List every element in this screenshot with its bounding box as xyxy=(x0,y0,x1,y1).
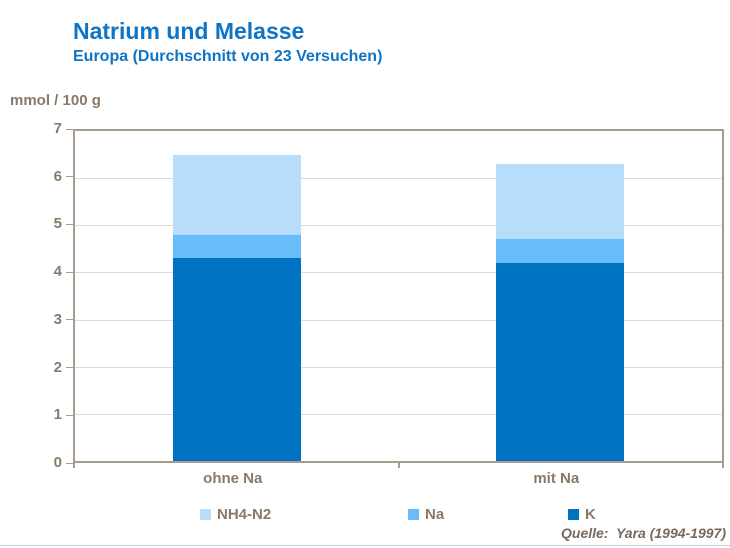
x-tick-mark-2 xyxy=(722,463,724,468)
plot-area xyxy=(73,129,724,463)
y-tick-mark-0 xyxy=(66,463,73,464)
y-tick-mark-7 xyxy=(66,129,73,130)
bar-segment-na xyxy=(172,234,301,259)
bar-segment-na xyxy=(496,239,625,263)
y-tick-label-0: 0 xyxy=(53,454,62,471)
y-tick-mark-6 xyxy=(66,176,73,177)
chart-title: Natrium und Melasse xyxy=(73,18,305,44)
y-axis-unit-label: mmol / 100 g xyxy=(10,92,101,109)
bar-segment-nh4-n2 xyxy=(496,164,625,240)
y-tick-label-1: 1 xyxy=(53,406,62,424)
chart-subtitle: Europa (Durchschnitt von 23 Versuchen) xyxy=(73,48,383,65)
bar-segment-nh4-n2 xyxy=(172,154,301,235)
legend-item-na: Na xyxy=(408,506,444,523)
gridline-3 xyxy=(75,319,722,321)
gridline-2 xyxy=(75,366,722,368)
y-tick-mark-3 xyxy=(66,319,73,320)
gridline-1 xyxy=(75,413,722,415)
legend-label-na: Na xyxy=(425,506,445,523)
legend-swatch-na xyxy=(408,509,419,520)
bar-segment-k xyxy=(172,258,301,461)
y-tick-label-5: 5 xyxy=(53,215,62,233)
gridline-6 xyxy=(75,178,722,180)
gridline-4 xyxy=(75,272,722,274)
category-label-ohne-na: ohne Na xyxy=(203,470,263,487)
source-note: Quelle: Yara (1994-1997) xyxy=(561,525,726,541)
category-label-mit-na: mit Na xyxy=(533,470,580,487)
legend-item-nh4-n2: NH4-N2 xyxy=(200,506,271,523)
legend-label-k: K xyxy=(585,506,596,523)
legend-swatch-nh4-n2 xyxy=(200,509,211,520)
bar-ohne-na xyxy=(172,131,301,461)
y-tick-mark-4 xyxy=(66,272,73,273)
legend-label-nh4-n2: NH4-N2 xyxy=(217,506,272,523)
y-tick-label-6: 6 xyxy=(53,167,62,185)
bar-mit-na xyxy=(496,131,625,461)
y-tick-label-4: 4 xyxy=(53,263,62,281)
bar-segment-k xyxy=(496,263,625,461)
bottom-divider xyxy=(0,545,730,546)
y-tick-mark-2 xyxy=(66,367,73,368)
legend-item-k: K xyxy=(568,506,596,523)
gridline-5 xyxy=(75,225,722,227)
y-tick-mark-1 xyxy=(66,415,73,416)
x-tick-mark-1 xyxy=(397,463,400,468)
y-tick-label-3: 3 xyxy=(53,310,62,328)
y-tick-label-7: 7 xyxy=(53,120,62,137)
y-tick-label-2: 2 xyxy=(53,358,62,376)
legend-swatch-k xyxy=(568,509,579,520)
x-tick-mark-0 xyxy=(73,463,75,468)
y-tick-mark-5 xyxy=(66,224,73,225)
